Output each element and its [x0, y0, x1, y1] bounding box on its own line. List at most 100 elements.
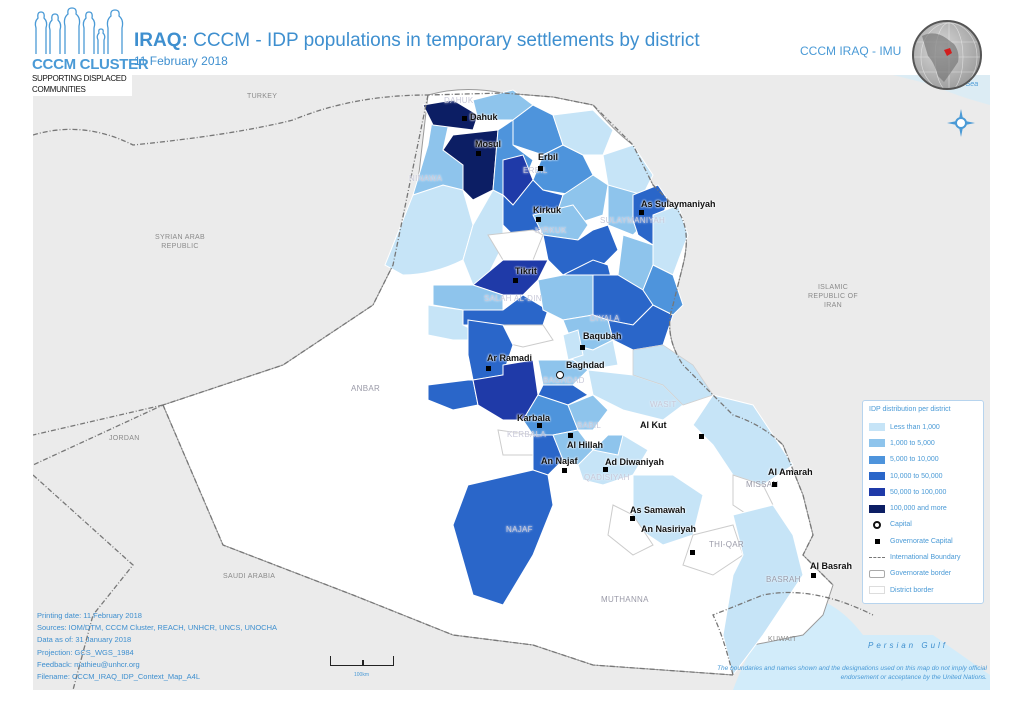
- legend-item-gov-capital: Governorate Capital: [869, 533, 977, 549]
- city-marker-al-basrah: [811, 573, 816, 578]
- legend-label: Governorate border: [890, 570, 952, 578]
- gov-label-salah-al-din: SALAH AL-DIN: [484, 294, 542, 303]
- gov-label-anbar: ANBAR: [351, 384, 381, 393]
- gov-label-babil: BABIL: [577, 421, 602, 430]
- legend-label: International Boundary: [890, 554, 961, 562]
- city-label-al-amarah[interactable]: Al Amarah: [768, 467, 813, 477]
- swatch-icon: [869, 488, 885, 497]
- city-label-as-samawah[interactable]: As Samawah: [630, 505, 686, 515]
- city-marker-baqubah: [580, 345, 585, 350]
- un-disclaimer: The boundaries and names shown and the d…: [717, 665, 987, 681]
- legend-item-gov-border: Governorate border: [869, 566, 977, 582]
- city-label-an-nasiriyah[interactable]: An Nasiriyah: [641, 524, 697, 534]
- legend-item-1000-5000: 1,000 to 5,000: [869, 435, 977, 451]
- legend-label: Governorate Capital: [890, 537, 953, 545]
- gov-label-najaf: NAJAF: [506, 525, 533, 534]
- city-label-al-basrah[interactable]: Al Basrah: [810, 561, 853, 571]
- country-label-saudi-arabia: SAUDI ARABIA: [223, 573, 276, 580]
- swatch-icon: [869, 423, 885, 432]
- city-marker-kirkuk: [536, 217, 541, 222]
- city-marker-dahuk: [462, 116, 467, 121]
- legend-label: 1,000 to 5,000: [890, 439, 935, 447]
- country-label-iran: ISLAMIC REPUBLIC OF IRAN: [808, 284, 858, 309]
- city-marker-mosul: [476, 151, 481, 156]
- map-metadata: Printing date: 11 February 2018 Sources:…: [37, 610, 277, 683]
- projection: Projection: GCS_WGS_1984: [37, 647, 134, 657]
- title-text: CCCM - IDP populations in temporary sett…: [187, 30, 700, 51]
- city-marker-ar-ramadi: [486, 366, 491, 371]
- legend-item-intl-boundary: International Boundary: [869, 549, 977, 565]
- city-label-sulaymaniyah[interactable]: As Sulaymaniyah: [641, 199, 716, 209]
- gray-outline-box-icon: [869, 569, 885, 578]
- dash-dot-line-icon: [869, 557, 885, 559]
- scale-bar-label: 100km: [354, 672, 370, 678]
- city-marker-ad-diwaniyah: [603, 467, 608, 472]
- city-marker-al-hillah: [568, 433, 573, 438]
- north-arrow-compass-icon: [947, 109, 975, 137]
- swatch-icon: [869, 504, 885, 513]
- city-label-tikrit[interactable]: Tikrit: [515, 266, 537, 276]
- legend-item-100000-plus: 100,000 and more: [869, 500, 977, 516]
- city-marker-an-najaf: [562, 468, 567, 473]
- city-label-karbala[interactable]: Karbala: [517, 413, 551, 423]
- logo-name: CCCM CLUSTER: [32, 56, 149, 73]
- country-label-jordan: JORDAN: [109, 435, 140, 442]
- legend-item-capital: Capital: [869, 517, 977, 533]
- legend-label: Less than 1,000: [890, 423, 940, 431]
- locator-globe-icon: [912, 20, 982, 90]
- logo-tagline: SUPPORTING DISPLACED COMMUNITIES: [32, 74, 127, 94]
- legend-item-lt1000: Less than 1,000: [869, 419, 977, 435]
- swatch-icon: [869, 455, 885, 464]
- city-marker-as-samawah: [630, 516, 635, 521]
- sea-label-persian-gulf: Persian Gulf: [868, 641, 949, 650]
- iraq-district-choropleth: [33, 75, 990, 690]
- map-header: [0, 0, 1024, 75]
- legend-label: 10,000 to 50,000: [890, 472, 943, 480]
- city-label-dahuk[interactable]: Dahuk: [470, 112, 498, 122]
- scale-bar: [330, 656, 394, 666]
- title-country: IRAQ:: [134, 30, 188, 51]
- gov-label-ninawa: NINAWA: [409, 174, 443, 183]
- city-label-kirkuk[interactable]: Kirkuk: [533, 205, 562, 215]
- feedback-email[interactable]: Feedback: mathieu@unhcr.org: [37, 659, 140, 669]
- city-label-an-najaf[interactable]: An Najaf: [541, 456, 578, 466]
- legend-item-10000-50000: 10,000 to 50,000: [869, 468, 977, 484]
- swatch-icon: [869, 472, 885, 481]
- city-label-erbil[interactable]: Erbil: [538, 152, 559, 162]
- city-label-ad-diwaniyah[interactable]: Ad Diwaniyah: [605, 457, 665, 467]
- legend-label: 5,000 to 10,000: [890, 456, 939, 464]
- capital-star-icon: [556, 371, 564, 379]
- legend-label: 50,000 to 100,000: [890, 488, 947, 496]
- city-label-baqubah[interactable]: Baqubah: [583, 331, 622, 341]
- gov-label-baghdad: BAGHDAD: [543, 376, 585, 385]
- page-title: IRAQ: CCCM - IDP populations in temporar…: [134, 30, 700, 52]
- gov-label-dahuk: DAHUK: [444, 96, 474, 105]
- city-label-al-kut[interactable]: Al Kut: [640, 420, 667, 430]
- city-label-al-hillah[interactable]: Al Hillah: [567, 440, 604, 450]
- legend-item-50000-100000: 50,000 to 100,000: [869, 484, 977, 500]
- people-silhouettes-icon: [34, 7, 124, 54]
- gov-label-basrah: BASRAH: [766, 575, 801, 584]
- city-marker-tikrit: [513, 278, 518, 283]
- city-marker-sulaymaniyah: [639, 210, 644, 215]
- square-icon: [869, 538, 885, 544]
- city-marker-al-amarah: [772, 482, 777, 487]
- gov-label-sulaymaniyah: SULAYMANIYAH: [600, 216, 666, 225]
- gov-label-missan: MISSAN: [746, 480, 779, 489]
- swatch-icon: [869, 439, 885, 448]
- city-label-ar-ramadi[interactable]: Ar Ramadi: [487, 353, 533, 363]
- cccm-cluster-logo: CCCM CLUSTER SUPPORTING DISPLACED COMMUN…: [32, 6, 149, 96]
- city-label-mosul[interactable]: Mosul: [475, 139, 501, 149]
- city-label-baghdad[interactable]: Baghdad: [566, 360, 605, 370]
- country-label-syria: SYRIAN ARAB REPUBLIC: [155, 234, 205, 250]
- legend-label: District border: [890, 586, 934, 594]
- printing-date: Printing date: 11 February 2018: [37, 611, 142, 620]
- gov-label-erbil: ERBIL: [523, 166, 548, 175]
- capital-star-icon: [869, 520, 885, 529]
- city-marker-karbala: [537, 423, 542, 428]
- legend-title: IDP distribution per district: [869, 406, 951, 413]
- light-outline-box-icon: [869, 586, 885, 595]
- legend-label: Capital: [890, 521, 912, 529]
- map-canvas[interactable]: TURKEY SYRIAN ARAB REPUBLIC ISLAMIC REPU…: [33, 75, 990, 690]
- city-marker-an-nasiriyah: [690, 550, 695, 555]
